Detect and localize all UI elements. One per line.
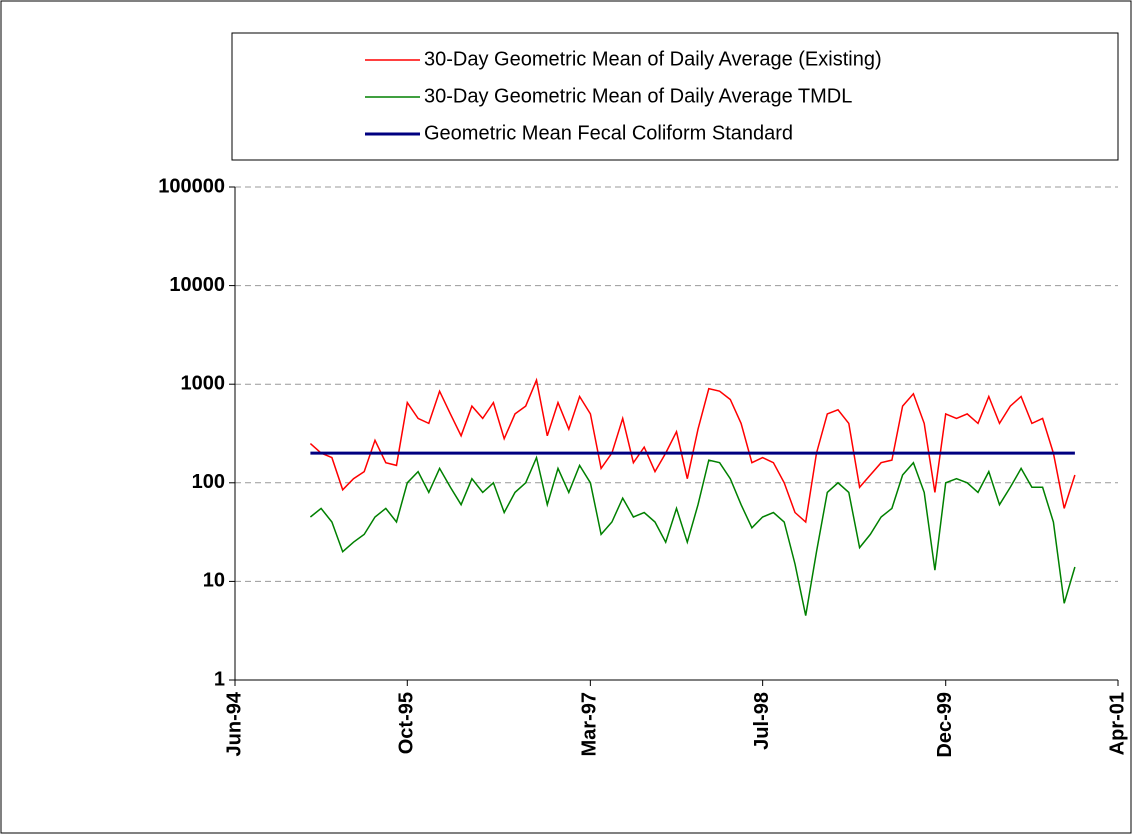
legend-label: Geometric Mean Fecal Coliform Standard (424, 122, 793, 144)
x-tick-label: Mar-97 (579, 692, 601, 756)
y-tick-label: 10 (203, 570, 225, 592)
y-tick-label: 1000 (181, 372, 226, 394)
legend-label: 30-Day Geometric Mean of Daily Average T… (424, 85, 852, 107)
x-tick-label: Dec-99 (934, 692, 956, 758)
x-tick-label: Jun-94 (223, 691, 245, 756)
y-tick-label: 100000 (158, 175, 225, 197)
y-tick-label: 10000 (169, 274, 225, 296)
y-tick-label: 100 (192, 471, 225, 493)
series-line (309, 455, 1076, 616)
legend-label: 30-Day Geometric Mean of Daily Average (… (424, 48, 882, 70)
x-tick-label: Apr-01 (1106, 692, 1128, 755)
x-tick-label: Oct-95 (396, 692, 418, 754)
x-tick-label: Jul-98 (751, 692, 773, 750)
y-tick-label: 1 (214, 668, 225, 690)
